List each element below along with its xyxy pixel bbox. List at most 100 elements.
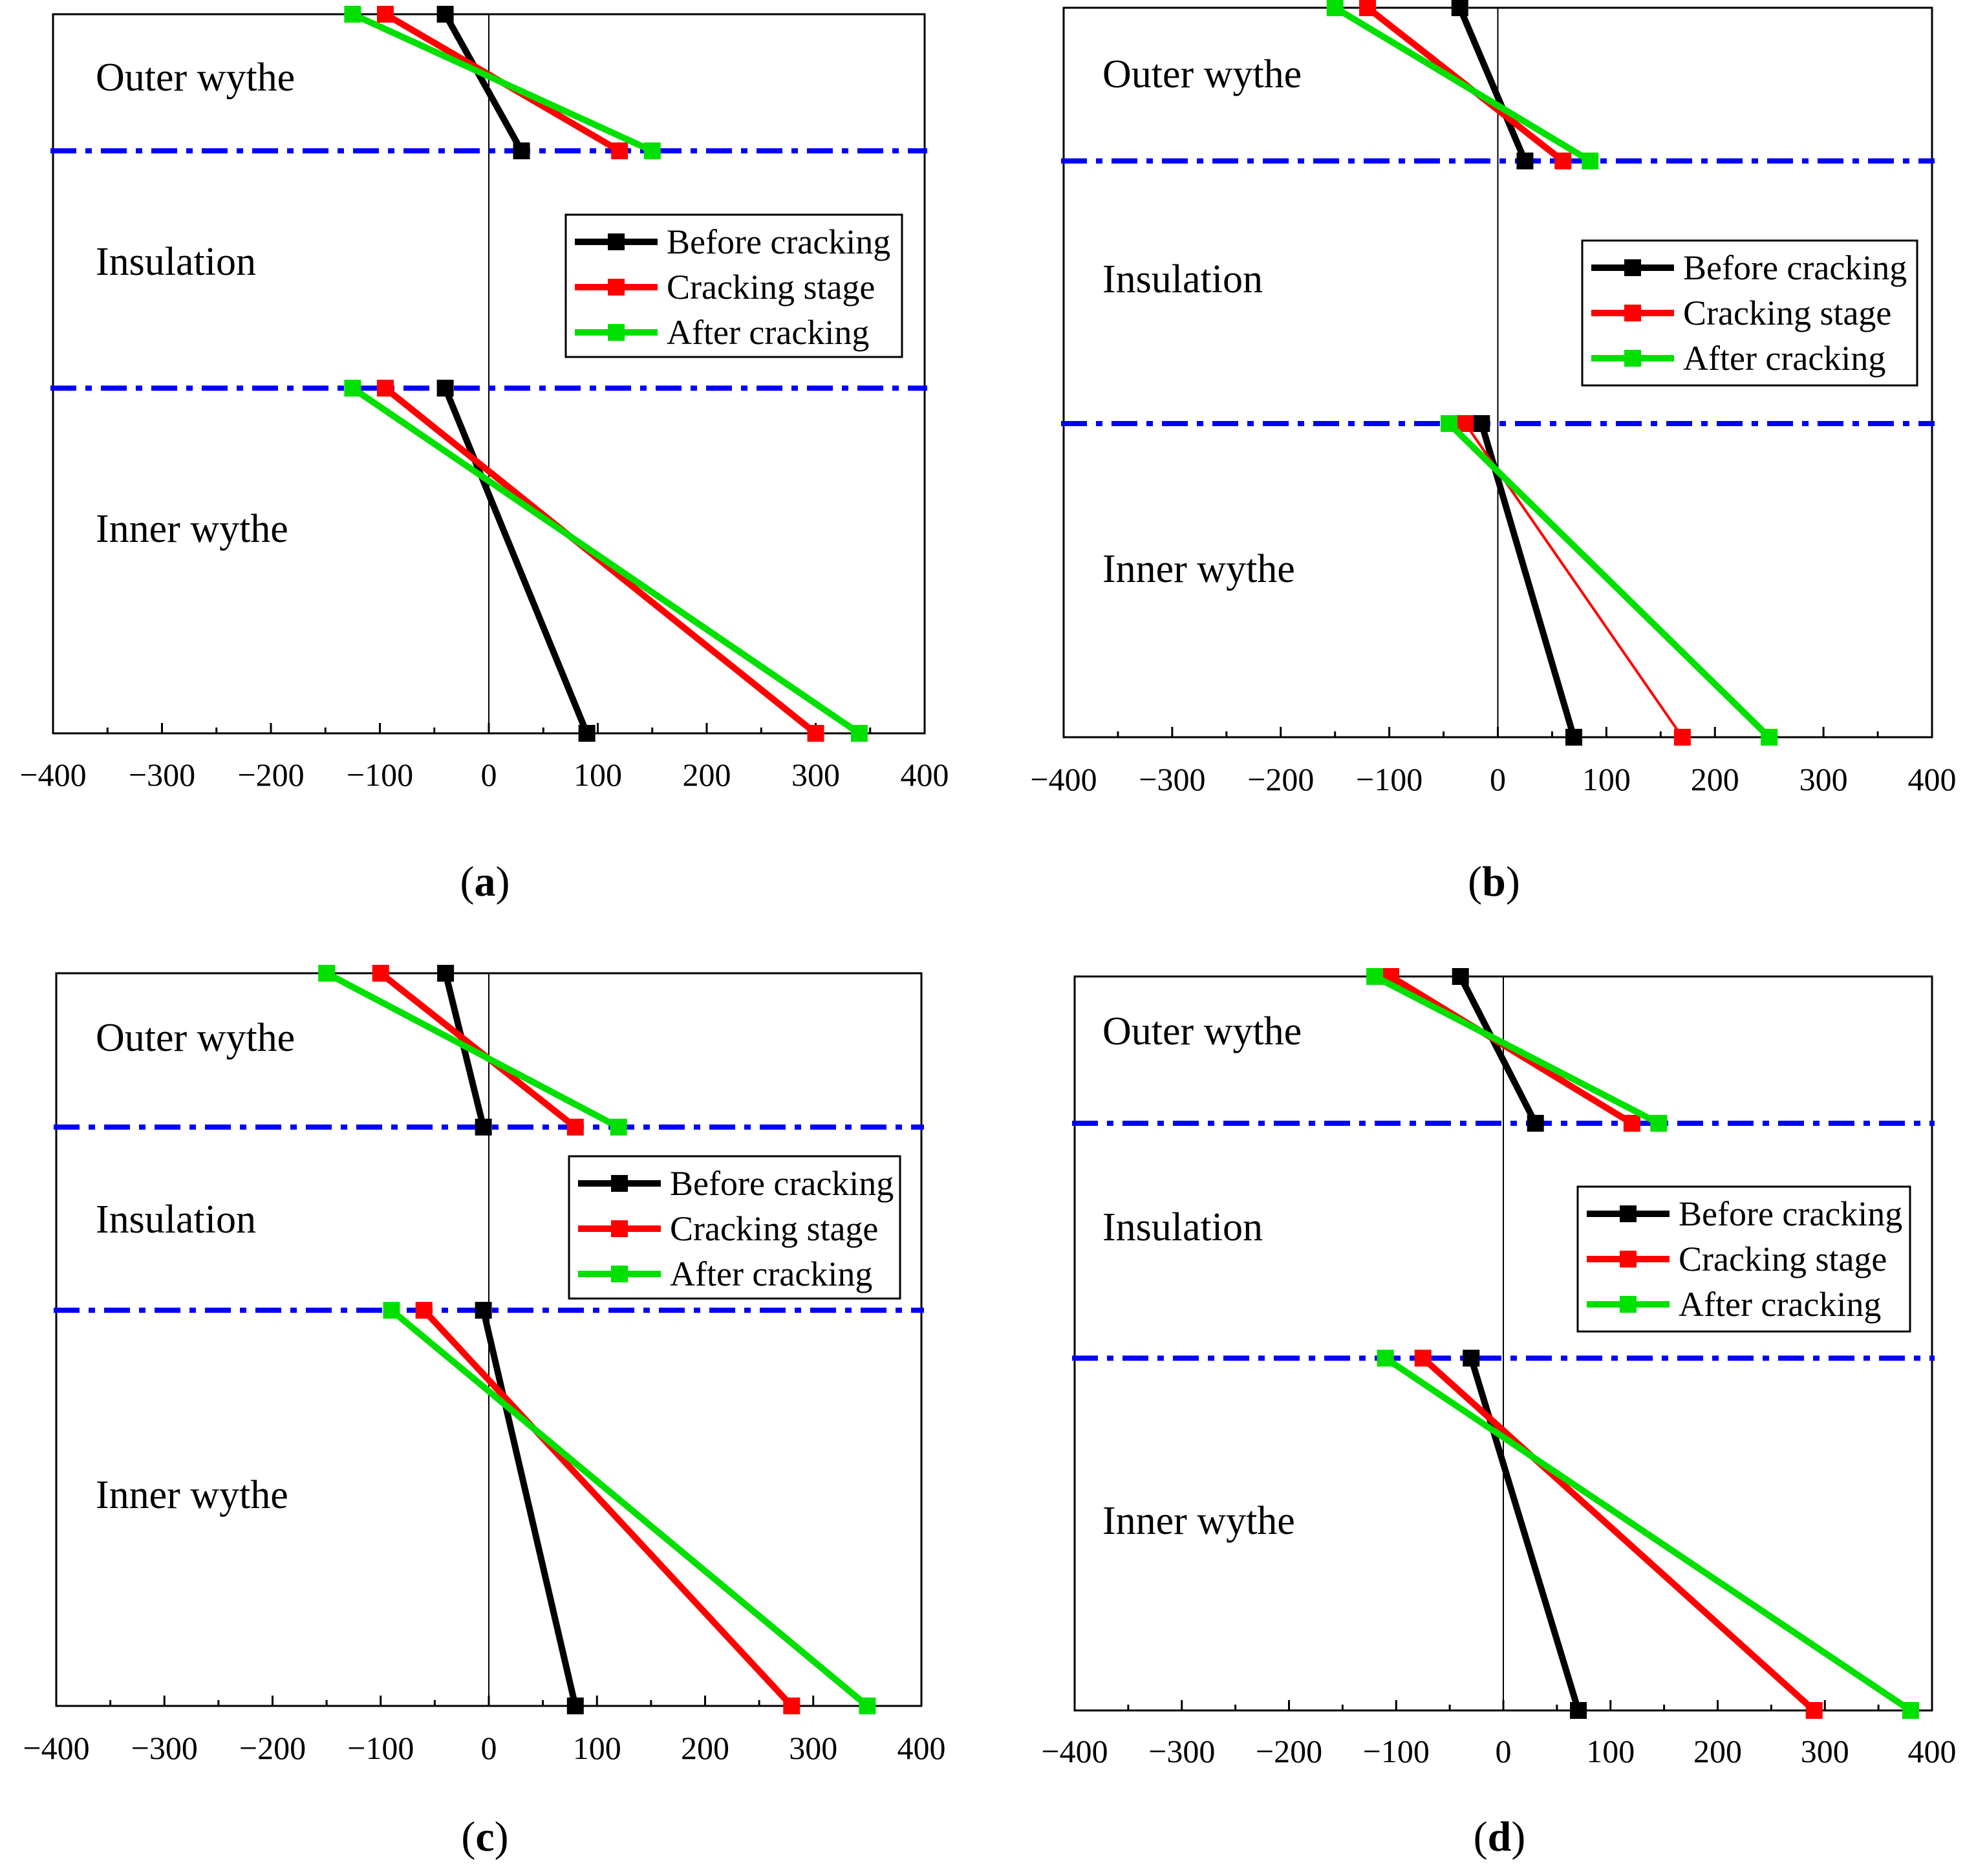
series-line-inner	[421, 1308, 794, 1709]
legend-swatch-marker	[1624, 350, 1641, 367]
panel-c: −400 −300 −200 −100 0 100 200 300 400 Outer wythe…	[23, 965, 946, 1860]
data-point-marker	[376, 6, 394, 23]
data-point-marker	[1761, 729, 1778, 746]
data-point-marker	[376, 380, 394, 397]
legend-swatch-marker	[611, 1220, 628, 1237]
series-before-cracking	[437, 965, 584, 1714]
data-point-marker	[344, 6, 361, 23]
x-tick-label: 300	[789, 1730, 837, 1766]
data-point-marker	[1451, 0, 1468, 16]
series-line-inner	[1446, 421, 1772, 740]
region-label: Insulation	[96, 240, 256, 284]
data-point-marker	[436, 380, 454, 397]
data-point-marker	[475, 1118, 492, 1136]
x-tick-label: −100	[1363, 1733, 1430, 1769]
series-line-outer	[351, 11, 654, 154]
legend-swatch-marker	[608, 324, 625, 341]
x-tick-label: −300	[1139, 761, 1205, 797]
legend-label: Cracking stage	[667, 268, 875, 307]
data-point-marker	[1527, 1115, 1544, 1132]
data-point-marker	[1414, 1350, 1432, 1367]
x-tick-label: −400	[23, 1730, 89, 1766]
series-after-cracking	[344, 6, 868, 742]
x-tick-label: −400	[19, 757, 86, 793]
data-point-marker	[1582, 152, 1599, 169]
legend-label: After cracking	[1683, 339, 1885, 378]
series-line-outer	[1333, 5, 1592, 164]
legend-swatch-marker	[611, 1175, 628, 1192]
data-point-marker	[437, 965, 455, 982]
series-cracking-stage	[372, 965, 800, 1714]
data-point-marker	[415, 1302, 433, 1319]
legend: Before cracking Cracking stage After crack…	[568, 1155, 901, 1300]
x-tick-label: 300	[1801, 1733, 1849, 1769]
data-point-marker	[318, 965, 336, 982]
data-point-marker	[475, 1302, 492, 1319]
caption-letter: a	[475, 858, 496, 905]
legend-swatch-marker	[608, 233, 625, 250]
region-label: Insulation	[96, 1198, 256, 1242]
caption-letter: b	[1482, 858, 1506, 905]
legend-label: Before cracking	[667, 222, 890, 261]
region-label: Inner wythe	[96, 1473, 288, 1517]
panel-caption: (b)	[1468, 858, 1520, 905]
legend: Before cracking Cracking stage After crack…	[1576, 1185, 1911, 1333]
data-point-marker	[513, 142, 530, 160]
series-after-cracking	[1326, 0, 1778, 746]
legend: Before cracking Cracking stage After crack…	[564, 213, 903, 358]
series-line-outer	[1373, 973, 1660, 1127]
data-point-marker	[1326, 0, 1344, 16]
x-tick-label: −400	[1030, 761, 1097, 797]
region-label: Inner wythe	[96, 507, 288, 551]
x-tick-label: 200	[1693, 1733, 1742, 1769]
legend-swatch-marker	[1624, 259, 1641, 276]
data-point-marker	[1554, 152, 1572, 169]
x-tick-label: −200	[1247, 761, 1314, 797]
x-tick-label: 100	[1582, 761, 1631, 797]
caption-paren: )	[495, 1813, 509, 1860]
panel-b: −400 −300 −200 −100 0 100 200 300 400 Outer wythe…	[1030, 0, 1957, 905]
series-after-cracking	[1366, 968, 1919, 1719]
legend: Before cracking Cracking stage After crack…	[1581, 239, 1918, 387]
region-label: Outer wythe	[96, 1016, 295, 1060]
panel-caption: (d)	[1474, 1813, 1526, 1860]
caption-letter: d	[1488, 1813, 1512, 1860]
series-line-inner	[442, 387, 590, 735]
x-tick-label: 100	[574, 757, 622, 793]
x-tick-label: −100	[347, 757, 413, 793]
series-cracking-stage	[376, 6, 824, 742]
x-tick-label: −300	[131, 1730, 198, 1766]
legend-label: After cracking	[670, 1255, 872, 1293]
x-tick-label: 0	[481, 757, 497, 793]
data-point-marker	[372, 965, 389, 982]
series-line-inner	[1383, 1355, 1913, 1714]
data-point-marker	[1623, 1115, 1640, 1132]
data-point-marker	[1452, 968, 1469, 985]
data-point-marker	[1359, 0, 1377, 16]
x-tick-label: −100	[347, 1730, 414, 1766]
legend-label: Before cracking	[1679, 1194, 1902, 1233]
x-tick-label: 400	[1908, 1733, 1957, 1769]
series-line-inner	[480, 1310, 579, 1707]
data-point-marker	[1457, 415, 1474, 432]
legend-swatch-marker	[1620, 1296, 1637, 1313]
x-tick-label: −100	[1356, 761, 1423, 797]
legend-swatch-marker	[611, 1266, 628, 1282]
series-before-cracking	[1451, 0, 1583, 746]
data-point-marker	[859, 1698, 876, 1714]
legend-label: Cracking stage	[670, 1209, 878, 1248]
x-tick-label: −400	[1041, 1733, 1108, 1769]
data-point-marker	[1650, 1115, 1668, 1132]
x-tick-label: 200	[1691, 761, 1739, 797]
region-label: Inner wythe	[1102, 1499, 1295, 1543]
x-tick-label: −300	[1148, 1733, 1215, 1769]
region-label: Inner wythe	[1102, 547, 1295, 591]
data-point-marker	[1570, 1702, 1587, 1719]
caption-letter: c	[475, 1813, 494, 1860]
legend-label: Before cracking	[670, 1164, 894, 1203]
x-tick-label: 0	[1490, 761, 1506, 797]
data-point-marker	[566, 1698, 584, 1714]
region-label: Insulation	[1102, 257, 1263, 301]
legend-swatch-marker	[608, 279, 625, 296]
data-point-marker	[1463, 1350, 1480, 1367]
